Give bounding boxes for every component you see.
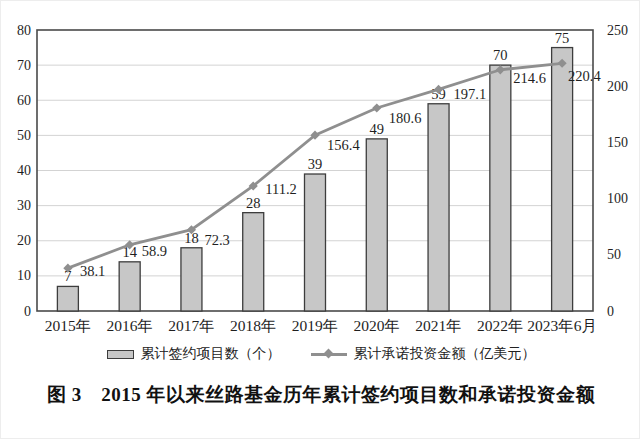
x-axis-label: 2018年 bbox=[230, 317, 277, 334]
right-axis-tick: 100 bbox=[607, 191, 628, 206]
left-axis-tick: 40 bbox=[17, 163, 31, 178]
bar-2015年 bbox=[57, 286, 78, 311]
line-value-label: 58.9 bbox=[142, 243, 167, 259]
bar-2016年 bbox=[119, 262, 140, 311]
left-axis-tick: 10 bbox=[17, 268, 31, 283]
line-series-swatch bbox=[311, 349, 347, 359]
x-axis-label: 2015年 bbox=[45, 317, 92, 334]
legend-label-projects: 累计签约项目数（个） bbox=[141, 345, 281, 363]
line-value-label: 72.3 bbox=[204, 232, 229, 248]
chart-legend: 累计签约项目数（个） 累计承诺投资金额（亿美元） bbox=[1, 344, 640, 364]
bar-2020年 bbox=[366, 139, 387, 311]
figure-3-panel: 7141828394959707538.158.972.3111.2156.41… bbox=[0, 0, 640, 439]
line-value-label: 220.4 bbox=[568, 68, 601, 84]
x-axis-label: 2016年 bbox=[106, 317, 153, 334]
line-value-label: 180.6 bbox=[389, 110, 422, 126]
bar-value-label: 39 bbox=[308, 156, 323, 172]
right-axis-tick: 200 bbox=[607, 79, 628, 94]
line-value-label: 111.2 bbox=[265, 181, 297, 197]
diamond-marker-icon bbox=[372, 103, 381, 112]
x-axis-label: 2017年 bbox=[168, 317, 215, 334]
line-value-label: 197.1 bbox=[454, 86, 487, 102]
right-axis-labels: 0 50 100 150 200 250 bbox=[607, 23, 628, 319]
diamond-marker-icon bbox=[323, 349, 333, 359]
left-axis-tick: 0 bbox=[24, 304, 31, 319]
right-axis-tick: 250 bbox=[607, 23, 628, 38]
bar-2023年6月 bbox=[552, 48, 573, 311]
bar-value-label: 75 bbox=[555, 30, 570, 46]
right-axis-tick: 150 bbox=[607, 135, 628, 150]
legend-label-investment: 累计承诺投资金额（亿美元） bbox=[354, 345, 536, 363]
bar-value-label: 28 bbox=[246, 195, 261, 211]
figure-caption: 图 3 2015 年以来丝路基金历年累计签约项目数和承诺投资金额 bbox=[1, 382, 640, 408]
right-axis-tick: 0 bbox=[607, 304, 614, 319]
left-axis-labels: 0 10 20 30 40 50 60 70 80 bbox=[17, 23, 31, 319]
line-series: 38.1 58.9 72.3 111.2 156.4 180.6 197.1 214.6 220… bbox=[63, 59, 601, 280]
line-value-label: 156.4 bbox=[327, 137, 360, 153]
left-axis-tick: 30 bbox=[17, 198, 31, 213]
left-axis-tick: 50 bbox=[17, 128, 31, 143]
bar-2021年 bbox=[428, 104, 449, 311]
x-axis-label: 2020年 bbox=[354, 317, 401, 334]
left-axis-tick: 20 bbox=[17, 233, 31, 248]
legend-item-investment: 累计承诺投资金额（亿美元） bbox=[311, 345, 536, 363]
bar-series-swatch bbox=[107, 350, 134, 359]
bar-2017年 bbox=[181, 248, 202, 311]
combo-chart: 7141828394959707538.158.972.3111.2156.41… bbox=[1, 1, 640, 341]
x-axis-label: 2023年6月 bbox=[527, 317, 597, 334]
bar-2019年 bbox=[305, 174, 326, 311]
x-axis-label: 2021年 bbox=[415, 317, 462, 334]
x-axis-labels: 2015年 2016年 2017年 2018年 2019年 2020年 2021年 2022年… bbox=[45, 317, 597, 334]
left-axis-tick: 70 bbox=[17, 58, 31, 73]
x-axis-label: 2022年 bbox=[477, 317, 524, 334]
line-value-label: 38.1 bbox=[80, 263, 105, 279]
left-axis-tick: 60 bbox=[17, 93, 31, 108]
line-value-label: 214.6 bbox=[513, 70, 546, 86]
x-axis-label: 2019年 bbox=[292, 317, 339, 334]
bar-2022年 bbox=[490, 65, 511, 311]
bar-value-label: 70 bbox=[493, 47, 508, 63]
right-axis-tick: 50 bbox=[607, 247, 621, 262]
bar-value-label: 49 bbox=[370, 121, 385, 137]
bar-2018年 bbox=[243, 213, 264, 311]
left-axis-tick: 80 bbox=[17, 23, 31, 38]
legend-item-projects: 累计签约项目数（个） bbox=[107, 345, 281, 363]
